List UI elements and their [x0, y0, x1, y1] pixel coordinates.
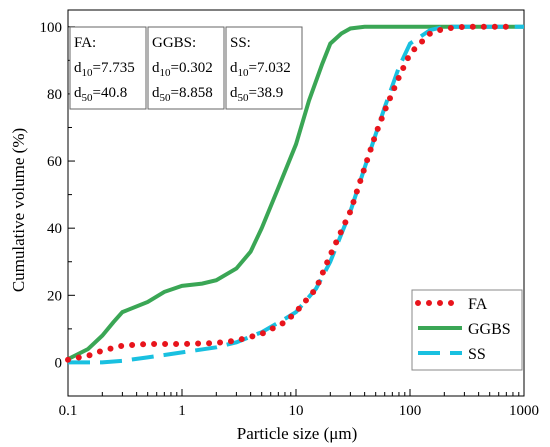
annotation-line-1-1: d10=0.302 [152, 60, 213, 79]
legend-label-ss: SS [468, 346, 486, 363]
annotation-line-2-0: SS: [230, 35, 251, 51]
y-tick-label-2: 40 [47, 221, 62, 237]
annotation-line-1-2: d50=8.858 [152, 85, 213, 104]
annotation-line-0-1: d10=7.735 [74, 60, 135, 79]
y-tick-label-4: 80 [47, 87, 62, 103]
x-tick-label-0: 0.1 [59, 403, 78, 419]
annotation-line-0-0: FA: [74, 35, 96, 51]
legend-label-fa: FA [468, 296, 488, 313]
x-tick-label-2: 10 [289, 403, 304, 419]
y-tick-label-5: 100 [40, 20, 63, 36]
annotation-box-1 [147, 26, 225, 110]
series-line-fa [65, 23, 516, 363]
series-line-ggbs [67, 24, 524, 361]
annotation-line-0-2: d50=40.8 [74, 85, 127, 104]
x-tick-label-3: 100 [399, 403, 422, 419]
y-tick-label-3: 60 [47, 154, 62, 170]
annotation-line-1-0: GGBS: [152, 35, 196, 51]
annotation-box-2 [225, 26, 303, 110]
legend-label-ggbs: GGBS [468, 321, 511, 338]
annotation-box-0 [69, 26, 147, 110]
x-axis-label: Particle size (μm) [237, 424, 358, 443]
annotation-line-2-1: d10=7.032 [230, 60, 291, 79]
y-tick-label-1: 20 [47, 288, 62, 304]
y-tick-label-0: 0 [55, 355, 63, 371]
x-tick-label-1: 1 [178, 403, 186, 419]
annotation-line-2-2: d50=38.9 [230, 85, 283, 104]
series-line-ss [68, 24, 524, 365]
x-tick-label-4: 1000 [509, 403, 539, 419]
y-axis-label: Cumulative volume (%) [9, 128, 28, 292]
